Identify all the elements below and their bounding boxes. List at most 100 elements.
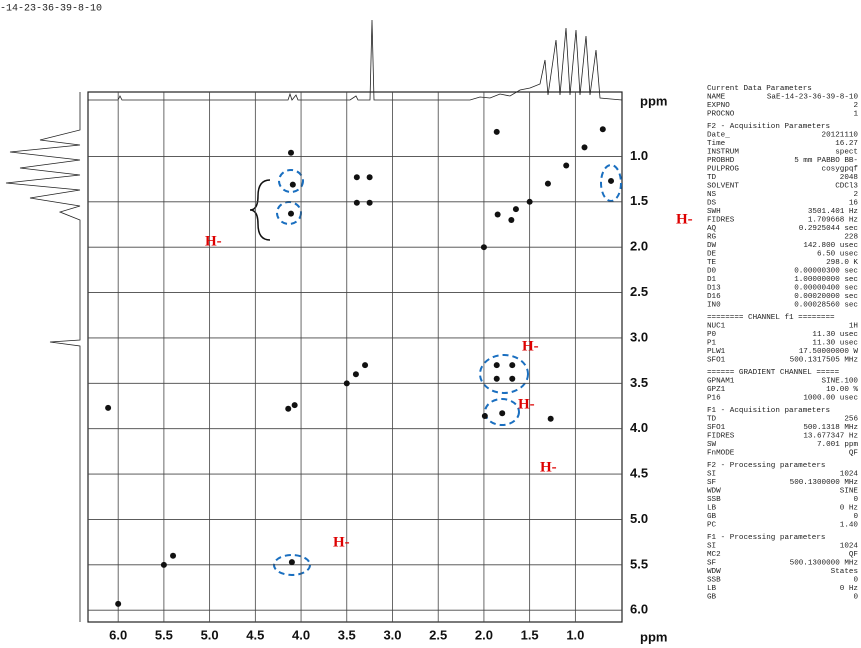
cross-peak <box>352 371 359 378</box>
param-key: SF <box>707 479 717 487</box>
param-key: GB <box>707 594 717 602</box>
param-key: Time <box>707 140 726 148</box>
param-heading: F1 - Acquisition parameters <box>707 407 830 415</box>
param-value: 2048 <box>840 174 859 182</box>
param-key: IN0 <box>707 302 721 310</box>
x-tick-label: 2.0 <box>475 627 493 642</box>
param-key: DE <box>707 251 717 259</box>
param-value: 298.0 K <box>826 259 858 267</box>
param-value: 0 <box>853 513 858 521</box>
param-key: PC <box>707 522 717 530</box>
param-value: 11.30 usec <box>812 340 858 348</box>
param-value: 500.1317505 MHz <box>790 357 858 365</box>
param-key: RG <box>707 234 717 242</box>
param-key: GB <box>707 513 717 521</box>
y-tick-label: 3.0 <box>630 329 648 344</box>
param-value: 500.1300000 MHz <box>790 560 858 568</box>
h-annotation: H- <box>333 534 350 550</box>
h-annotation: H- <box>205 233 222 249</box>
param-key: D13 <box>707 285 721 293</box>
param-key: SW <box>707 441 717 449</box>
param-value: 17.50000000 W <box>799 348 859 356</box>
cross-peak <box>509 362 516 369</box>
param-heading: F2 - Processing parameters <box>707 462 825 470</box>
cross-peak <box>480 244 487 251</box>
param-key: SF <box>707 560 717 568</box>
param-value: cosygpqf <box>822 166 859 174</box>
x-tick-label: 1.0 <box>566 627 584 642</box>
cross-peak <box>291 402 298 409</box>
highlight-circles <box>273 164 622 576</box>
cross-peak <box>526 198 533 205</box>
param-key: PLW1 <box>707 348 726 356</box>
x-tick-label: 3.5 <box>338 627 356 642</box>
param-key: P16 <box>707 395 721 403</box>
param-key: DS <box>707 200 717 208</box>
param-key: LB <box>707 585 717 593</box>
param-key: SOLVENT <box>707 183 739 191</box>
param-key: D0 <box>707 268 717 276</box>
param-key: PROBHD <box>707 157 735 165</box>
param-key: DW <box>707 242 717 250</box>
param-value: 1.709668 Hz <box>808 217 858 225</box>
param-key: FnMODE <box>707 450 735 458</box>
param-key: GPNAM1 <box>707 378 735 386</box>
param-value: 0 <box>853 577 858 585</box>
param-key: GPZ1 <box>707 386 726 394</box>
cross-peak <box>599 126 606 133</box>
param-value: 0 <box>853 496 858 504</box>
param-key: Date_ <box>707 132 730 140</box>
param-value: 11.30 usec <box>812 331 858 339</box>
param-key: AQ <box>707 225 717 233</box>
cross-peak <box>353 199 360 206</box>
param-value: 6.50 usec <box>817 251 858 259</box>
param-key: D1 <box>707 276 717 284</box>
param-key: SI <box>707 543 716 551</box>
param-heading: Current Data Parameters <box>707 85 812 93</box>
param-value: spect <box>835 149 858 157</box>
param-key: LB <box>707 505 717 513</box>
param-value: 16.27 <box>835 140 858 148</box>
param-key: TD <box>707 416 717 424</box>
param-key: P1 <box>707 340 717 348</box>
param-value: 0.00028560 sec <box>794 302 858 310</box>
param-value: States <box>831 568 858 576</box>
y-tick-label: 1.0 <box>630 148 648 163</box>
cross-peak <box>581 144 588 151</box>
param-heading: ====== GRADIENT CHANNEL ===== <box>707 369 840 377</box>
param-key: SI <box>707 471 716 479</box>
y-tick-label: 5.0 <box>630 511 648 526</box>
y-tick-label: 2.0 <box>630 239 648 254</box>
cross-peak <box>285 405 292 412</box>
param-key: EXPNO <box>707 102 730 110</box>
x-tick-label: 5.5 <box>155 627 173 642</box>
cross-peak <box>499 410 506 417</box>
x-tick-label: 5.0 <box>201 627 219 642</box>
param-key: D16 <box>707 293 721 301</box>
param-key: SSB <box>707 496 721 504</box>
param-key: SFO1 <box>707 424 726 432</box>
param-key: SWH <box>707 208 721 216</box>
cross-peak <box>509 375 516 382</box>
y-axis-label: ppm <box>640 93 667 108</box>
param-key: WDW <box>707 488 721 496</box>
param-key: SFO1 <box>707 357 726 365</box>
param-value: 7.001 ppm <box>817 441 858 449</box>
cross-peak <box>288 559 295 566</box>
cross-peak <box>512 206 519 213</box>
param-key: PROCNO <box>707 111 735 119</box>
cross-peak <box>493 375 500 382</box>
cross-peak <box>493 362 500 369</box>
y-tick-label: 1.5 <box>630 193 648 208</box>
param-value: 10.00 % <box>826 386 858 394</box>
param-key: FIDRES <box>707 217 735 225</box>
cross-peak <box>287 149 294 156</box>
cross-peak <box>493 128 500 135</box>
param-value: 13.677347 Hz <box>803 433 858 441</box>
param-value: 1H <box>849 323 858 331</box>
param-key: NS <box>707 191 717 199</box>
param-value: SINE.100 <box>822 378 859 386</box>
param-value: 256 <box>844 416 858 424</box>
cross-peak <box>508 216 515 223</box>
param-key: TE <box>707 259 717 267</box>
